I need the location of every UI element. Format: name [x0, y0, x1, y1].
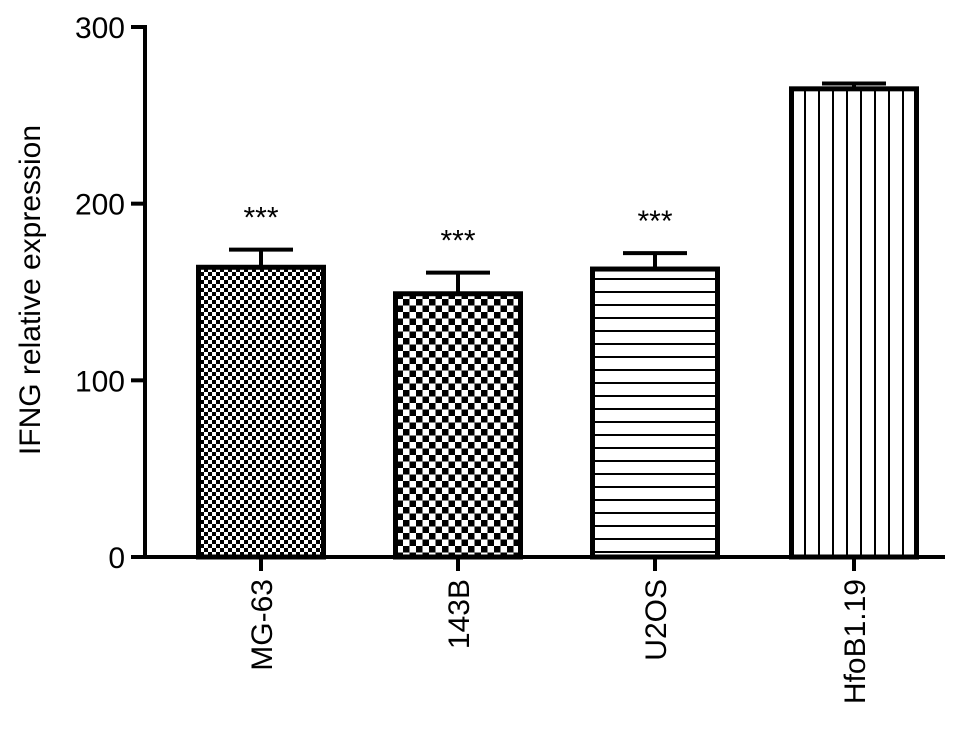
y-tick-label: 100: [75, 365, 125, 398]
bar: [393, 291, 523, 560]
significance-label: ***: [243, 202, 278, 235]
plot-area: 0 100 200 300 *** MG-63 *** 143B *** U2OS HfoB1.19: [75, 12, 945, 704]
y-tick-label: 200: [75, 189, 125, 222]
x-tick-label: U2OS: [640, 579, 673, 661]
y-tick-label: 0: [108, 542, 125, 575]
bar: [590, 266, 720, 560]
y-tick-label: 300: [75, 12, 125, 45]
y-axis-label: IFNG relative expression: [14, 125, 47, 455]
bar: [789, 86, 919, 560]
x-tick-label: MG-63: [246, 579, 279, 671]
significance-label: ***: [440, 225, 475, 258]
bar: [196, 264, 326, 560]
significance-label: ***: [637, 205, 672, 238]
x-tick-label: 143B: [443, 579, 476, 649]
x-tick-label: HfoB1.19: [839, 579, 872, 704]
